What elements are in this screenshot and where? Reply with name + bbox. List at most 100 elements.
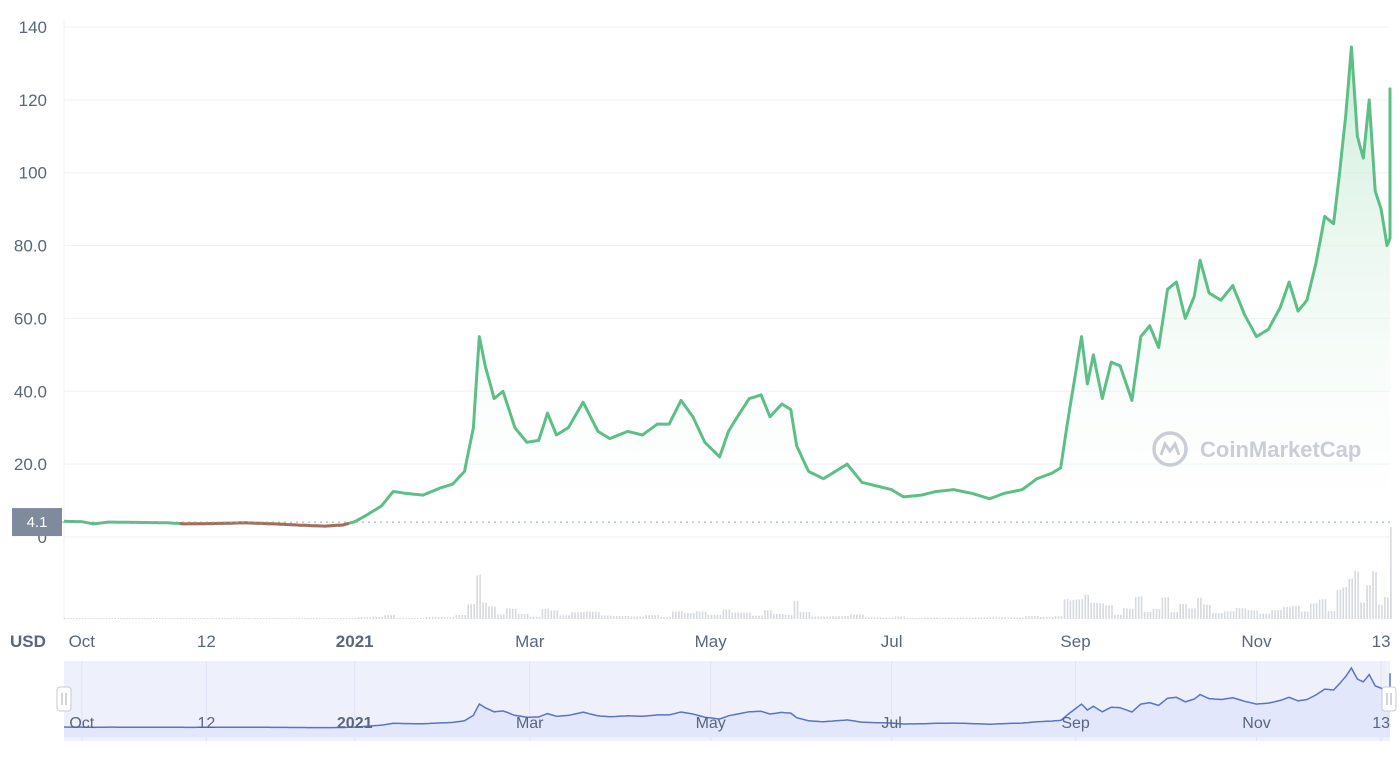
volume-bar: [948, 617, 950, 619]
volume-bar: [102, 618, 105, 619]
volume-bar: [1292, 605, 1294, 619]
navigator-tick-label: Mar: [516, 715, 544, 732]
currency-label: USD: [10, 632, 46, 651]
volume-bar: [387, 615, 389, 619]
volume-bar: [1004, 617, 1006, 619]
volume-bar: [1072, 600, 1075, 619]
volume-bar: [84, 618, 87, 619]
navigator-right-handle[interactable]: [1381, 686, 1397, 712]
volume-bar: [1188, 608, 1190, 619]
navigator-tick-label: 12: [197, 715, 215, 732]
volume-bar: [761, 615, 763, 619]
volume-bar: [141, 618, 143, 619]
navigator-left-handle[interactable]: [56, 686, 72, 712]
volume-bar: [132, 618, 134, 619]
volume-bar: [437, 617, 440, 619]
volume-bar: [1265, 613, 1267, 619]
x-tick-label: 13: [1372, 632, 1391, 651]
volume-bar: [930, 617, 932, 619]
volume-bar: [1066, 599, 1069, 619]
volume-bar: [1087, 595, 1089, 619]
price-line-down-segment: [179, 521, 350, 528]
navigator-tick-label: May: [696, 715, 726, 732]
volume-bar: [900, 616, 903, 619]
volume-bar: [971, 617, 974, 619]
volume-bar: [93, 618, 96, 619]
volume-bar: [752, 615, 754, 619]
volume-bar: [1286, 607, 1288, 619]
volume-bar: [805, 612, 808, 619]
volume-bar: [67, 618, 69, 619]
volume-bar: [678, 611, 680, 619]
volume-bar: [230, 618, 232, 619]
volume-bar: [488, 606, 490, 619]
volume-bar: [1019, 617, 1021, 619]
volume-bar: [452, 617, 455, 619]
volume-bar: [1051, 616, 1054, 619]
volume-bar: [1223, 611, 1226, 619]
volume-bar: [517, 613, 520, 619]
volume-bar: [873, 617, 876, 619]
volume-bar: [684, 612, 686, 619]
volume-bar: [606, 615, 609, 619]
volume-bar: [1114, 614, 1116, 619]
volume-bar: [467, 604, 469, 619]
volume-bar: [1158, 609, 1161, 619]
volume-bar: [758, 615, 760, 619]
volume-bar: [773, 613, 775, 619]
volume-bar: [912, 618, 914, 619]
volume-bar: [1253, 610, 1256, 619]
volume-bar: [408, 617, 410, 619]
navigator-tick-label: Sep: [1061, 715, 1090, 732]
volume-bar: [123, 618, 125, 619]
volume-bar: [87, 618, 90, 619]
volume-bar: [838, 616, 840, 619]
volume-bar: [434, 617, 437, 619]
volume-bar: [319, 618, 321, 619]
volume-bar: [194, 618, 197, 619]
volume-bar: [627, 616, 630, 619]
volume-bar: [621, 616, 624, 619]
volume-bar: [681, 611, 683, 619]
volume-bar: [692, 613, 695, 619]
volume-bar: [1063, 599, 1066, 619]
volume-bar: [1235, 608, 1238, 619]
volume-bar: [1182, 604, 1184, 619]
volume-bar: [494, 606, 496, 619]
volume-bar: [227, 618, 229, 619]
volume-bar: [1075, 599, 1078, 619]
volume-bar: [995, 617, 998, 619]
volume-bar: [339, 618, 342, 619]
range-navigator[interactable]: Oct 12 2021 Mar May Jul Sep Nov 13: [56, 661, 1397, 741]
volume-bar: [1034, 616, 1036, 619]
volume-bar: [535, 616, 538, 619]
volume-bar: [775, 613, 778, 619]
logo-m-glyph: [1159, 440, 1181, 456]
volume-bar: [1369, 585, 1371, 619]
current-price-badge: 4.1: [12, 508, 62, 537]
volume-bar: [1348, 579, 1351, 619]
volume-bar: [648, 615, 650, 619]
volume-bar: [99, 618, 102, 619]
volume-bar: [850, 614, 852, 619]
volume-bar: [574, 612, 576, 619]
volume-bar: [197, 618, 200, 619]
volume-bar: [1060, 616, 1063, 619]
volume-bar: [1327, 611, 1330, 619]
volume-bar: [746, 612, 748, 619]
volume-bar: [1318, 599, 1321, 619]
volume-bar: [1129, 608, 1131, 619]
x-tick-label: 12: [197, 632, 216, 651]
grid-lines: [63, 18, 1390, 620]
volume-bar: [1010, 617, 1012, 619]
volume-bar: [111, 618, 114, 619]
x-tick-label: Jul: [881, 632, 903, 651]
volume-bar: [360, 617, 363, 619]
volume-bar: [1375, 572, 1377, 619]
volume-bar: [689, 613, 692, 619]
volume-bar: [731, 612, 733, 619]
volume-bar: [1333, 611, 1336, 619]
volume-bar: [514, 608, 517, 619]
